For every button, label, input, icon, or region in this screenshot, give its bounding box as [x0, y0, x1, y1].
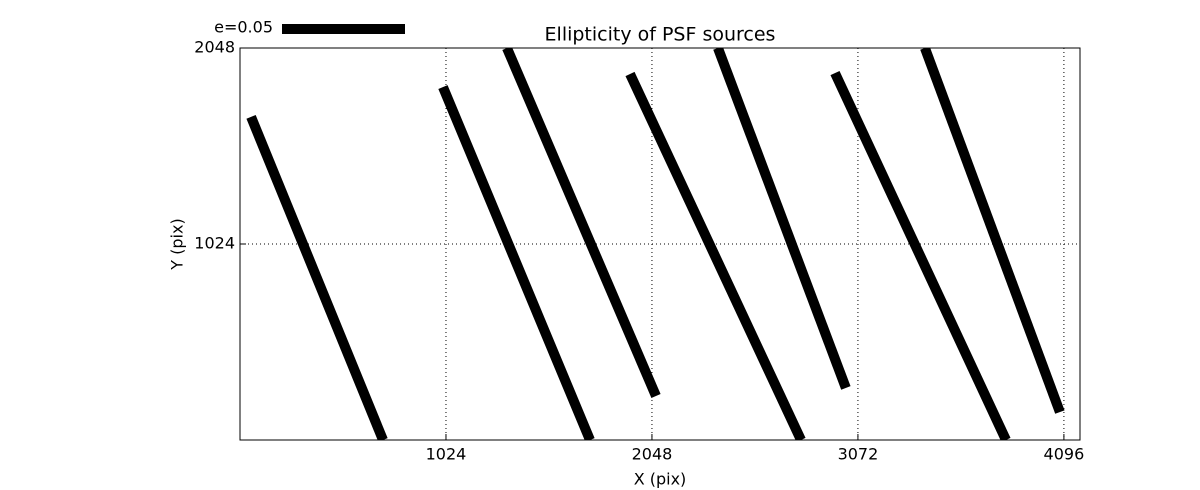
whisker — [920, 48, 1065, 414]
whisker — [830, 70, 1011, 440]
y-tick-label: 1024 — [194, 234, 235, 253]
x-tick-label: 2048 — [632, 445, 673, 464]
whisker — [438, 85, 595, 440]
x-tick-label: 4096 — [1044, 445, 1085, 464]
x-axis-label: X (pix) — [634, 470, 687, 489]
x-tick-label: 3072 — [838, 445, 879, 464]
whisker — [502, 48, 661, 398]
whisker — [246, 115, 388, 440]
whisker — [625, 71, 806, 440]
x-tick-label: 1024 — [426, 445, 467, 464]
y-tick-label: 2048 — [194, 38, 235, 57]
y-axis-label: Y (pix) — [168, 218, 187, 270]
plot-area — [246, 48, 1065, 440]
whisker — [713, 48, 851, 390]
legend-label: e=0.05 — [214, 18, 273, 37]
chart-title: Ellipticity of PSF sources — [545, 24, 776, 46]
